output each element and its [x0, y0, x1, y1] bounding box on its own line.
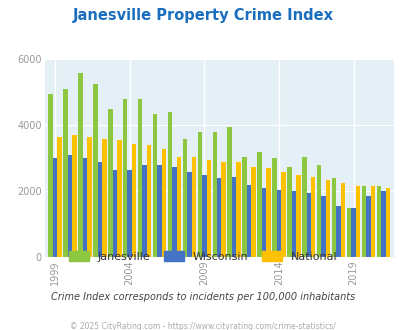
Bar — [271, 158, 276, 257]
Bar — [123, 99, 127, 257]
Bar — [385, 188, 389, 257]
Bar — [276, 190, 281, 257]
Bar — [242, 157, 246, 257]
Bar — [197, 132, 202, 257]
Bar — [261, 188, 266, 257]
Bar — [127, 170, 132, 257]
Bar — [97, 162, 102, 257]
Bar — [83, 158, 87, 257]
Bar — [246, 185, 251, 257]
Bar — [251, 167, 255, 257]
Bar — [291, 191, 295, 257]
Bar — [370, 186, 374, 257]
Bar — [68, 155, 72, 257]
Bar — [281, 172, 285, 257]
Bar — [301, 157, 306, 257]
Bar — [266, 168, 270, 257]
Bar — [162, 148, 166, 257]
Bar — [231, 177, 236, 257]
Bar — [355, 186, 359, 257]
Bar — [202, 175, 206, 257]
Bar — [216, 178, 221, 257]
Bar — [117, 140, 121, 257]
Bar — [147, 145, 151, 257]
Bar — [191, 157, 196, 257]
Bar — [331, 178, 336, 257]
Bar — [295, 175, 300, 257]
Bar — [306, 193, 310, 257]
Bar — [321, 196, 325, 257]
Bar — [132, 144, 136, 257]
Bar — [257, 152, 261, 257]
Bar — [157, 165, 162, 257]
Bar — [48, 94, 53, 257]
Bar — [167, 112, 172, 257]
Bar — [206, 160, 211, 257]
Bar — [221, 162, 226, 257]
Bar — [286, 167, 291, 257]
Bar — [325, 180, 330, 257]
Bar — [187, 172, 191, 257]
Bar — [172, 167, 176, 257]
Bar — [63, 89, 68, 257]
Bar — [53, 158, 57, 257]
Text: Crime Index corresponds to incidents per 100,000 inhabitants: Crime Index corresponds to incidents per… — [51, 292, 354, 302]
Bar — [102, 139, 107, 257]
Bar — [138, 99, 142, 257]
Bar — [72, 135, 77, 257]
Text: © 2025 CityRating.com - https://www.cityrating.com/crime-statistics/: © 2025 CityRating.com - https://www.city… — [70, 322, 335, 330]
Bar — [182, 139, 187, 257]
Legend: Janesville, Wisconsin, National: Janesville, Wisconsin, National — [64, 247, 341, 267]
Bar — [87, 137, 92, 257]
Bar — [350, 208, 355, 257]
Bar — [112, 170, 117, 257]
Bar — [236, 162, 240, 257]
Bar — [376, 186, 380, 257]
Bar — [380, 191, 385, 257]
Bar — [346, 208, 350, 257]
Bar — [336, 206, 340, 257]
Bar — [78, 73, 83, 257]
Bar — [152, 114, 157, 257]
Text: Janesville Property Crime Index: Janesville Property Crime Index — [72, 8, 333, 23]
Bar — [310, 177, 315, 257]
Bar — [176, 157, 181, 257]
Bar — [361, 186, 365, 257]
Bar — [108, 109, 112, 257]
Bar — [316, 165, 321, 257]
Bar — [340, 183, 345, 257]
Bar — [365, 196, 370, 257]
Bar — [57, 137, 62, 257]
Bar — [212, 132, 216, 257]
Bar — [142, 165, 147, 257]
Bar — [227, 127, 231, 257]
Bar — [93, 84, 97, 257]
